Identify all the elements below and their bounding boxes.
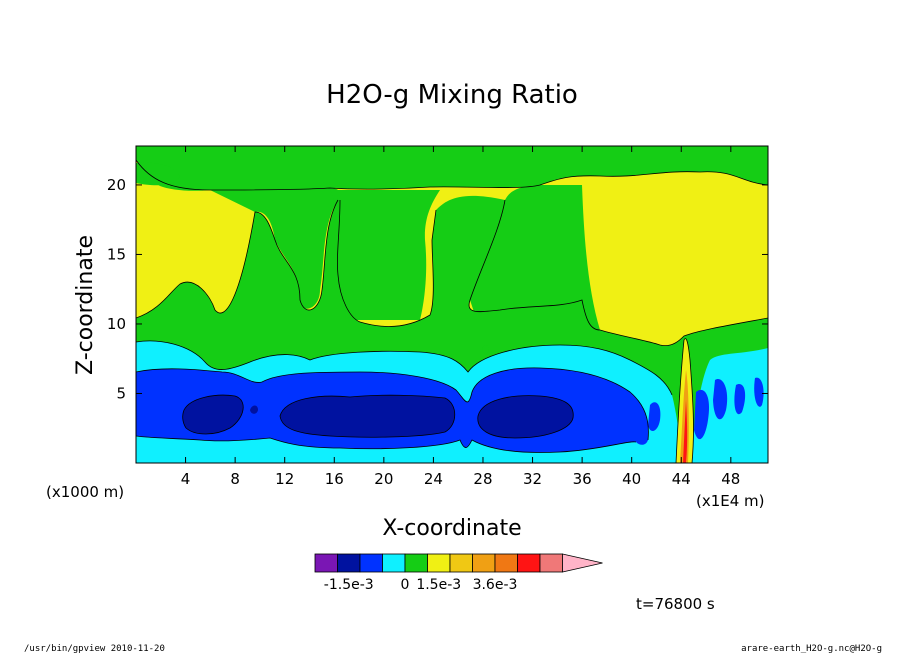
x-tick-label: 16 xyxy=(325,470,344,488)
colorbar-label: 1.5e-3 xyxy=(416,577,461,593)
x-tick-label: 40 xyxy=(622,470,641,488)
y-tick-label: 15 xyxy=(107,245,126,263)
x-tick-label: 4 xyxy=(181,470,191,488)
x-tick-label: 48 xyxy=(721,470,740,488)
colorbar-swatch xyxy=(314,553,338,573)
colorbar-swatch xyxy=(517,553,541,573)
y-axis: 5 10 15 20 xyxy=(107,176,768,402)
contour-green-streak xyxy=(482,345,489,355)
colorbar: -1.5e-3 0 1.5e-3 3.6e-3 xyxy=(314,553,603,593)
contour-darkblue-core-3 xyxy=(280,395,455,438)
contour-blue-blob-4 xyxy=(734,384,746,415)
x-tick-label: 28 xyxy=(473,470,492,488)
x-axis: 4 8 12 16 20 24 28 32 36 40 44 48 xyxy=(181,146,740,488)
colorbar-swatch xyxy=(427,553,451,573)
contour-green-top-lump xyxy=(136,162,180,186)
contour-blue-blob-2 xyxy=(694,389,710,440)
contour-blue-blob-1 xyxy=(648,402,661,432)
x-tick-label: 24 xyxy=(424,470,443,488)
colorbar-arrow xyxy=(562,553,603,573)
footer-right: arare-earth_H2O-g.nc@H2O-g xyxy=(741,644,882,654)
colorbar-swatch xyxy=(449,553,473,573)
colorbar-label: 0 xyxy=(401,577,410,593)
y-tick-label: 10 xyxy=(107,315,126,333)
x-axis-label: X-coordinate xyxy=(382,516,521,541)
colorbar-swatch xyxy=(494,553,518,573)
colorbar-swatch xyxy=(359,553,383,573)
contour-blue-blob-5 xyxy=(754,377,764,407)
colorbar-label: -1.5e-3 xyxy=(324,577,374,593)
contour-green-plume-2 xyxy=(330,190,440,320)
time-label: t=76800 s xyxy=(636,595,715,613)
contour-darkblue-core-4 xyxy=(477,395,574,438)
x-unit-right: (x1E4 m) xyxy=(696,492,765,510)
y-tick-label: 5 xyxy=(116,384,126,402)
contour-blue-blob-3 xyxy=(713,379,728,420)
plot-frame xyxy=(135,145,769,464)
contour-green-plume-3 xyxy=(470,185,600,330)
x-tick-label: 12 xyxy=(275,470,294,488)
chart-title: H2O-g Mixing Ratio xyxy=(326,80,578,110)
contour-darkblue-core-1 xyxy=(182,395,244,434)
contour-green-plume-1 xyxy=(210,188,341,309)
colorbar-swatch xyxy=(337,553,361,573)
contour-lines xyxy=(136,159,768,463)
y-axis-label: Z-coordinate xyxy=(73,235,98,375)
contour-green-top xyxy=(136,146,768,191)
x-tick-label: 36 xyxy=(573,470,592,488)
colorbar-swatch xyxy=(382,553,406,573)
colorbar-swatch xyxy=(539,553,563,573)
x-tick-label: 32 xyxy=(523,470,542,488)
x-unit-left: (x1000 m) xyxy=(46,483,124,501)
x-tick-label: 44 xyxy=(672,470,691,488)
x-tick-label: 20 xyxy=(374,470,393,488)
colorbar-swatch xyxy=(404,553,428,573)
plot-area xyxy=(136,146,768,463)
colorbar-label: 3.6e-3 xyxy=(473,577,518,593)
footer-left: /usr/bin/gpview 2010-11-20 xyxy=(24,644,165,654)
contour-darkblue-core-2 xyxy=(250,405,258,414)
contour-spike-red xyxy=(683,400,688,463)
colorbar-swatch xyxy=(472,553,496,573)
y-tick-label: 20 xyxy=(107,176,126,194)
x-tick-label: 8 xyxy=(230,470,240,488)
